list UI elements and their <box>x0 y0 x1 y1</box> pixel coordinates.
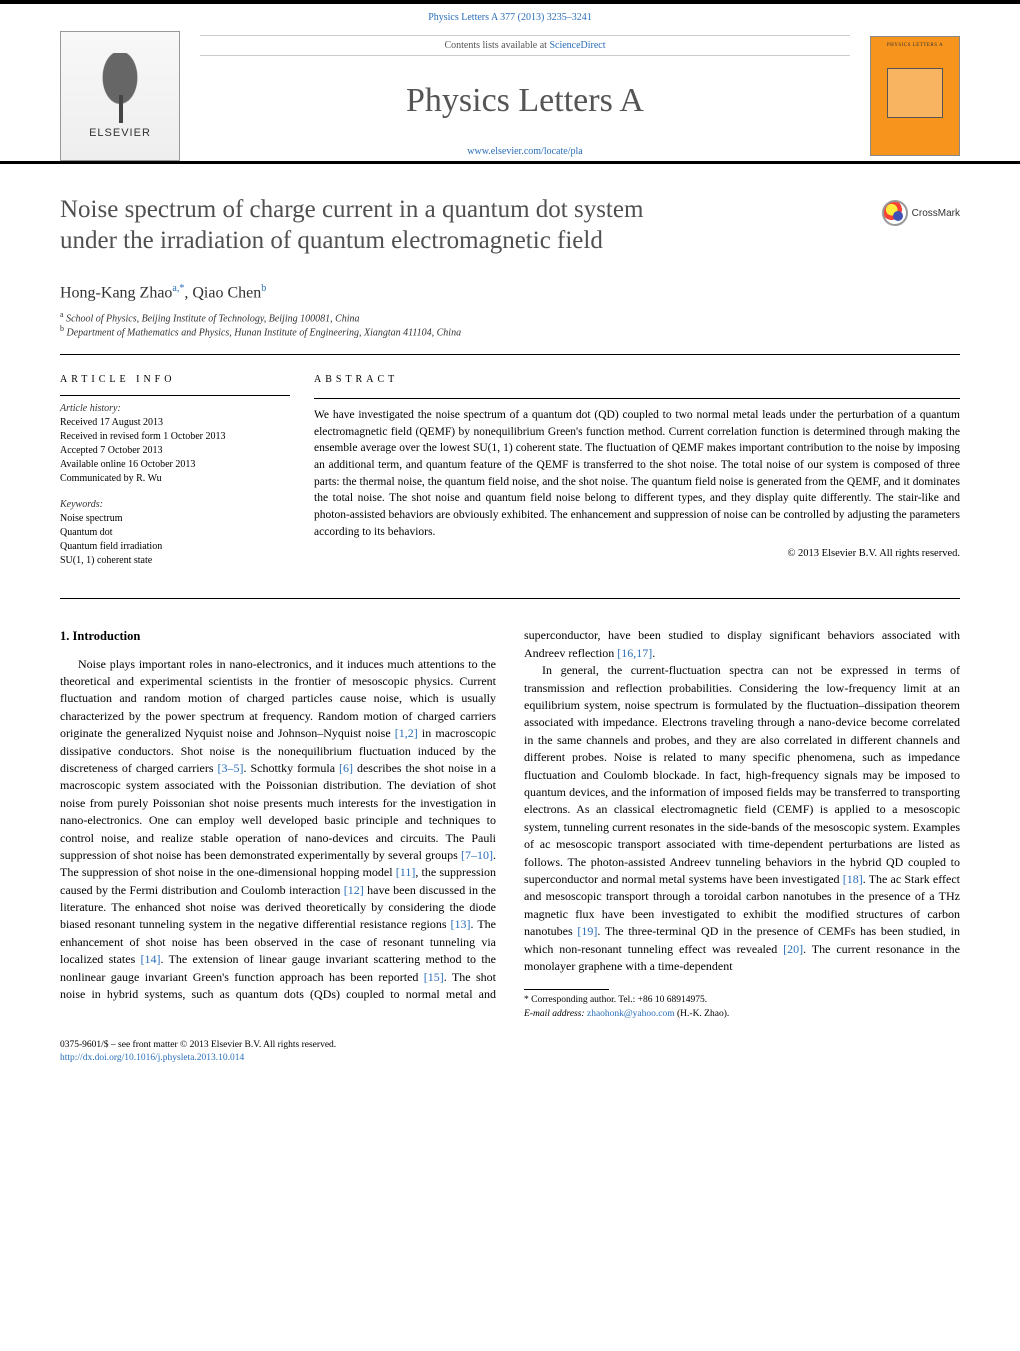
kw1: Noise spectrum <box>60 512 290 526</box>
article-header: Noise spectrum of charge current in a qu… <box>60 164 960 269</box>
ref-20[interactable]: [20] <box>783 942 803 956</box>
journal-cover-thumb[interactable]: PHYSICS LETTERS A <box>870 36 960 156</box>
body-columns: 1. Introduction Noise plays important ro… <box>60 599 960 1020</box>
affiliations: a School of Physics, Beijing Institute o… <box>60 310 960 355</box>
t4: describes the shot noise in a macroscopi… <box>60 761 496 862</box>
journal-ref-link[interactable]: Physics Letters A 377 (2013) 3235–3241 <box>428 12 592 23</box>
online: Available online 16 October 2013 <box>60 458 290 472</box>
t3: . Schottky formula <box>244 761 340 775</box>
footnote-separator <box>524 989 609 990</box>
corr-label: * Corresponding author. Tel.: +86 10 689… <box>524 994 960 1007</box>
elsevier-text: ELSEVIER <box>89 127 151 139</box>
kw3: Quantum field irradiation <box>60 540 290 554</box>
cover-thumb-title: PHYSICS LETTERS A <box>887 43 943 48</box>
ref-1-2[interactable]: [1,2] <box>395 726 418 740</box>
info-divider <box>60 395 290 396</box>
title-line-2: under the irradiation of quantum electro… <box>60 227 603 254</box>
author-2: Qiao Chen <box>192 284 261 301</box>
affil-b-sup: b <box>60 324 64 333</box>
sciencedirect-link[interactable]: ScienceDirect <box>549 40 605 51</box>
contents-prefix: Contents lists available at <box>444 40 549 51</box>
author-2-sup: b <box>261 283 266 294</box>
ref-7-10[interactable]: [7–10] <box>461 848 493 862</box>
ref-3-5[interactable]: [3–5] <box>218 761 244 775</box>
t12: In general, the current-fluctuation spec… <box>524 663 960 886</box>
ref-16-17[interactable]: [16,17] <box>617 646 652 660</box>
ref-11[interactable]: [11] <box>396 865 416 879</box>
meta-abstract-row: ARTICLE INFO Article history: Received 1… <box>60 355 960 598</box>
abstract-divider <box>314 398 960 399</box>
ref-15[interactable]: [15] <box>424 970 444 984</box>
history-label: Article history: <box>60 402 290 416</box>
doi-link[interactable]: http://dx.doi.org/10.1016/j.physleta.201… <box>60 1053 244 1063</box>
ref-12[interactable]: [12] <box>344 883 364 897</box>
affil-a: School of Physics, Beijing Institute of … <box>66 313 360 324</box>
ref-18[interactable]: [18] <box>843 872 863 886</box>
issn-line: 0375-9601/$ – see front matter © 2013 El… <box>60 1039 960 1052</box>
journal-ref-top: Physics Letters A 377 (2013) 3235–3241 <box>0 4 1020 27</box>
article-history: Article history: Received 17 August 2013… <box>60 402 290 498</box>
corresponding-footnote: * Corresponding author. Tel.: +86 10 689… <box>524 994 960 1021</box>
email-link[interactable]: zhaohonk@yahoo.com <box>587 1009 675 1019</box>
t11: . <box>652 646 655 660</box>
contents-line: Contents lists available at ScienceDirec… <box>200 35 850 56</box>
abstract-heading: ABSTRACT <box>314 373 960 398</box>
article-info-heading: ARTICLE INFO <box>60 373 290 395</box>
article-title: Noise spectrum of charge current in a qu… <box>60 194 820 257</box>
accepted: Accepted 7 October 2013 <box>60 444 290 458</box>
keywords-label: Keywords: <box>60 498 290 512</box>
affil-a-sup: a <box>60 310 64 319</box>
keywords-block: Keywords: Noise spectrum Quantum dot Qua… <box>60 498 290 580</box>
abstract-col: ABSTRACT We have investigated the noise … <box>314 373 960 580</box>
author-1: Hong-Kang Zhao <box>60 284 172 301</box>
revised: Received in revised form 1 October 2013 <box>60 430 290 444</box>
journal-url-link[interactable]: www.elsevier.com/locate/pla <box>467 146 582 157</box>
authors-line: Hong-Kang Zhaoa,*, Qiao Chenb <box>60 269 960 310</box>
crossmark-badge[interactable]: CrossMark <box>882 200 960 226</box>
section-1-heading: 1. Introduction <box>60 627 496 655</box>
affil-b: Department of Mathematics and Physics, H… <box>67 327 462 338</box>
ref-19[interactable]: [19] <box>577 924 597 938</box>
crossmark-icon <box>882 200 908 226</box>
author-1-sup: a,* <box>172 283 184 294</box>
ref-6[interactable]: [6] <box>339 761 353 775</box>
cover-thumb-graphic <box>887 68 943 118</box>
title-line-1: Noise spectrum of charge current in a qu… <box>60 196 643 223</box>
page-footer: 0375-9601/$ – see front matter © 2013 El… <box>0 1021 1020 1077</box>
kw4: SU(1, 1) coherent state <box>60 554 290 568</box>
journal-title: Physics Letters A <box>200 68 850 134</box>
crossmark-text: CrossMark <box>912 208 960 219</box>
received: Received 17 August 2013 <box>60 416 290 430</box>
abstract-text: We have investigated the noise spectrum … <box>314 407 960 540</box>
elsevier-logo[interactable]: ELSEVIER <box>60 31 180 161</box>
ref-13[interactable]: [13] <box>451 917 471 931</box>
abstract-copyright: © 2013 Elsevier B.V. All rights reserved… <box>314 540 960 561</box>
journal-header: ELSEVIER Contents lists available at Sci… <box>0 27 1020 164</box>
email-who: (H.-K. Zhao). <box>677 1009 729 1019</box>
article-info-col: ARTICLE INFO Article history: Received 1… <box>60 373 290 580</box>
communicated: Communicated by R. Wu <box>60 472 290 486</box>
ref-14[interactable]: [14] <box>141 952 161 966</box>
header-center: Contents lists available at ScienceDirec… <box>180 35 870 157</box>
elsevier-tree-icon <box>90 53 150 123</box>
email-label: E-mail address: <box>524 1009 585 1019</box>
intro-para-2: In general, the current-fluctuation spec… <box>524 662 960 975</box>
kw2: Quantum dot <box>60 526 290 540</box>
